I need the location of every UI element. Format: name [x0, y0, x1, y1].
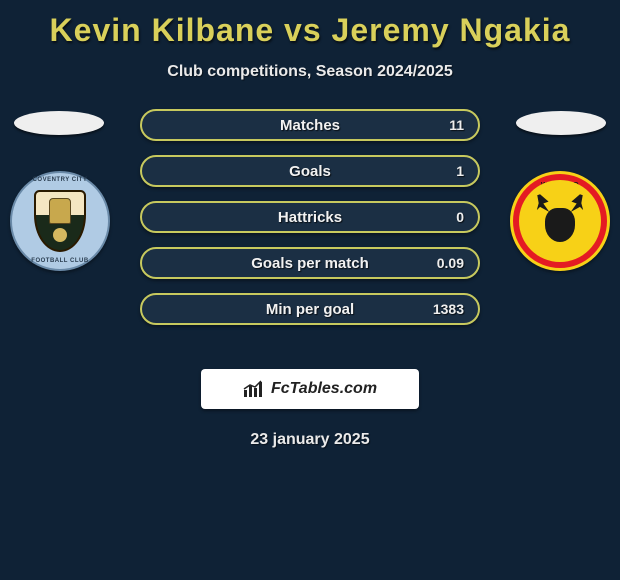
stat-right-value: 11 — [449, 117, 464, 133]
crest-left-shield-icon — [34, 190, 86, 252]
stat-label: Goals per match — [251, 255, 369, 272]
stat-label: Min per goal — [266, 301, 354, 318]
bars-icon — [243, 380, 265, 398]
stat-row-hattricks: Hattricks 0 — [140, 201, 480, 233]
stat-label: Matches — [280, 117, 340, 134]
player-oval-right — [516, 111, 606, 135]
stat-row-mpg: Min per goal 1383 — [140, 293, 480, 325]
watermark: FcTables.com — [201, 369, 419, 409]
date-text: 23 january 2025 — [0, 431, 620, 449]
team-crest-right: WATFORD — [510, 171, 610, 271]
stat-row-matches: Matches 11 — [140, 109, 480, 141]
moose-icon — [533, 194, 587, 248]
page-title: Kevin Kilbane vs Jeremy Ngakia — [0, 0, 620, 49]
stat-right-value: 1 — [456, 163, 464, 179]
stat-right-value: 0 — [456, 209, 464, 225]
crest-left-ring-top: COVENTRY CITY — [12, 177, 108, 183]
stat-row-goals: Goals 1 — [140, 155, 480, 187]
stat-row-gpm: Goals per match 0.09 — [140, 247, 480, 279]
comparison-area: COVENTRY CITY FOOTBALL CLUB WATFORD Matc… — [0, 109, 620, 349]
stat-right-value: 1383 — [433, 301, 464, 317]
team-crest-left: COVENTRY CITY FOOTBALL CLUB — [10, 171, 110, 271]
crest-left-ring-bottom: FOOTBALL CLUB — [12, 258, 108, 264]
player-oval-left — [14, 111, 104, 135]
watermark-text: FcTables.com — [271, 380, 377, 398]
stat-label: Hattricks — [278, 209, 342, 226]
subtitle: Club competitions, Season 2024/2025 — [0, 63, 620, 81]
stat-label: Goals — [289, 163, 331, 180]
stat-right-value: 0.09 — [437, 255, 464, 271]
